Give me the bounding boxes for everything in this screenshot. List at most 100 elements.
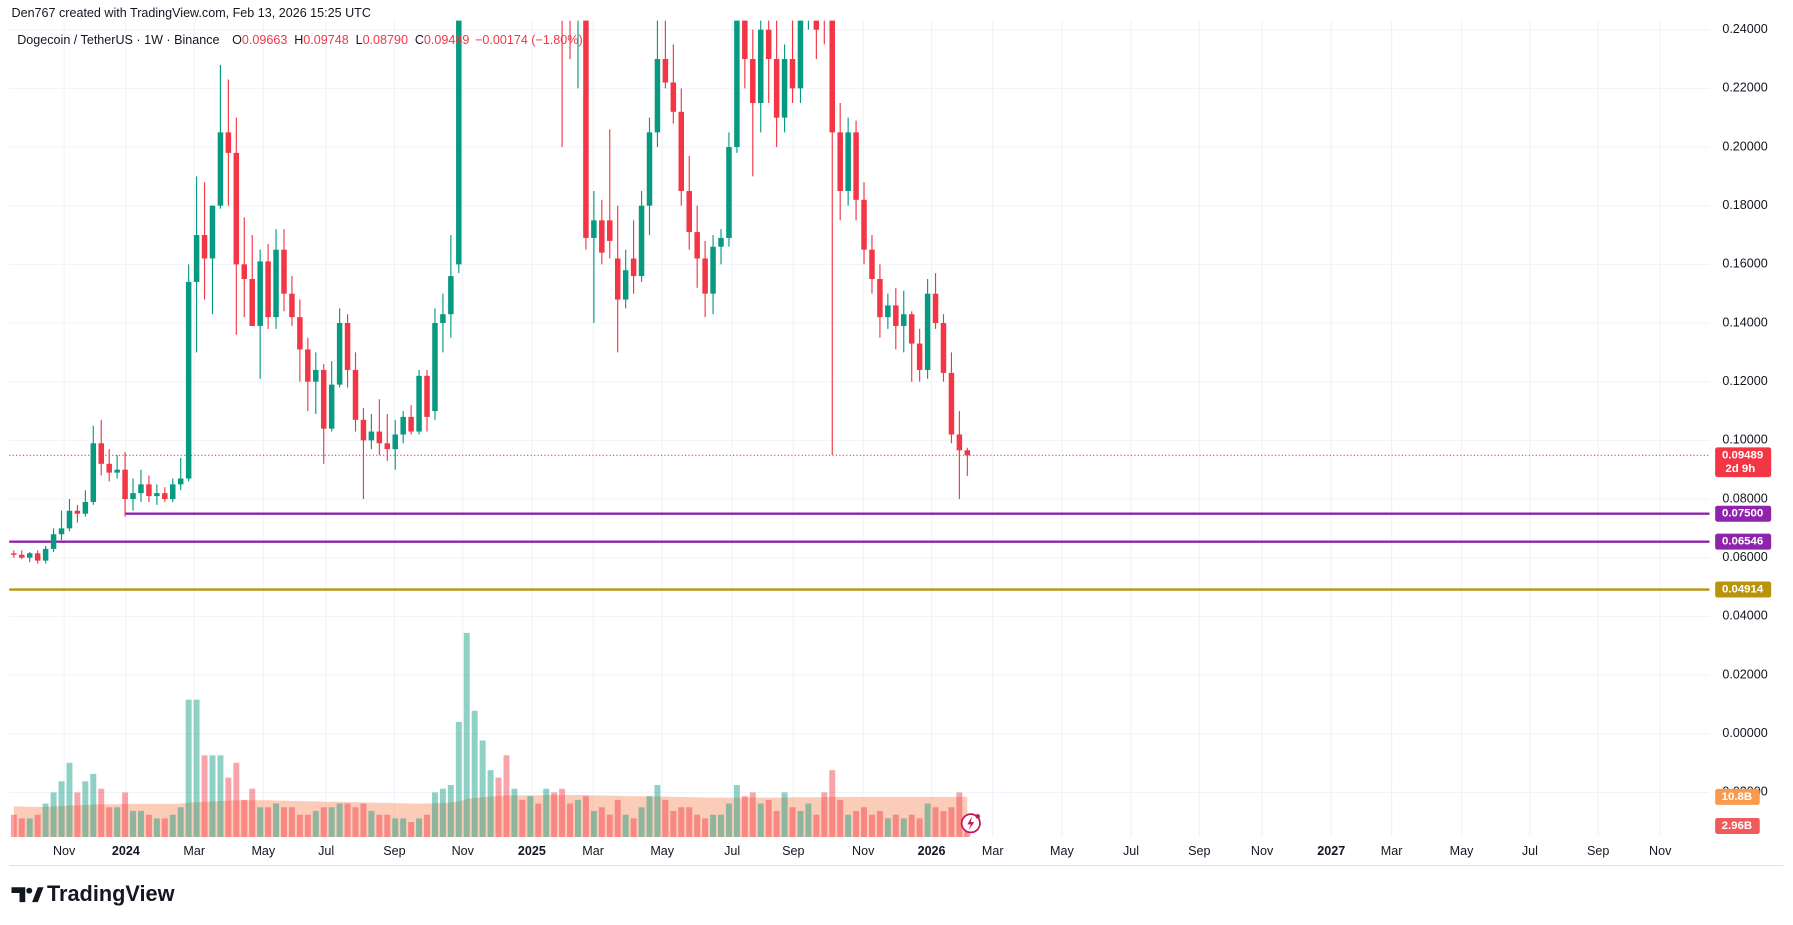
volume-bar [845,814,852,837]
y-tick-label: 0.04000 [1722,609,1767,623]
candle-body [861,199,867,250]
volume-bar [670,810,677,837]
candle-body [217,132,224,206]
volume-bar [58,781,65,837]
legend-value: 0.09489 [424,33,469,47]
volume-bar [503,755,510,837]
volume-bar [829,770,836,837]
legend-value: 0.09748 [303,33,348,47]
volume-bar [757,803,764,837]
candle-body [432,323,438,412]
price-badge [1715,447,1772,478]
lightning-icon [960,813,981,834]
icon-bolt [967,816,975,831]
candle-body [781,59,788,118]
candle-body [734,20,740,148]
volume-bar [805,803,812,837]
candle-body [607,220,613,241]
candle-body [360,419,367,441]
volume-bar [455,721,462,837]
candle-body [177,478,184,485]
candle-body [448,276,454,315]
volume-bar [749,792,756,837]
volume-badge-label: 10.8B [1722,791,1752,803]
candle-body [392,434,398,450]
volume-bar [225,777,232,837]
volume-bar [519,799,526,837]
volume-bar [575,799,581,837]
y-tick-label: 0.10000 [1722,433,1767,447]
volume-bar [876,810,883,837]
candle-body [122,469,128,500]
volume-bar [352,807,359,837]
candle-body [344,323,351,370]
x-tick-label: Sep [1587,844,1609,858]
x-tick-label: Jul [724,844,740,858]
candle-body [757,29,764,104]
volume-bar [869,814,875,837]
volume-bar [853,810,860,837]
candle-body [106,463,112,473]
legend-key: O [232,33,242,47]
volume-bar [98,788,105,837]
volume-bar [598,807,605,837]
volume-bar [900,818,907,837]
level-badge-label: 0.07500 [1722,508,1763,520]
candle-body [932,293,939,324]
volume-bar [733,785,740,837]
candle-body [74,510,81,514]
candle-body [599,220,605,253]
candle-body [956,434,963,451]
volume-bar [233,762,240,837]
candle-body [670,82,677,112]
volume-bar [42,803,49,837]
candle-body [225,132,232,153]
level-badge [1715,533,1772,550]
volume-bar [797,810,804,837]
candle-body [170,484,176,500]
candle-body [622,270,629,300]
candle-body [837,132,843,192]
level-badge [1715,505,1772,522]
candle-body [146,484,152,497]
legend-symbol: Dogecoin / TetherUS · 1W · Binance [17,33,219,47]
x-tick-label: Mar [1381,844,1403,858]
candle-body [193,235,200,282]
candle-body [678,111,685,192]
volume-bar [130,810,136,837]
volume-bar [10,814,17,837]
candle-body [789,59,796,89]
candle-body [686,191,692,233]
volume-bar [535,803,542,837]
volume-bar [249,788,256,837]
volume-bar [559,788,566,837]
volume-bar [479,740,486,837]
volume-bar [193,699,200,837]
candle-body [646,132,653,206]
candle-body [416,375,422,432]
x-tick-label: Sep [383,844,405,858]
candle-body [662,59,669,83]
candle-body [305,349,311,382]
candle-body [845,132,851,192]
candle-body [456,20,462,265]
volume-bar [630,818,637,837]
logo: TradingView [11,881,175,906]
candle-body [66,510,73,529]
volume-bar [145,814,152,837]
candle-body [50,534,57,549]
volume-bar [137,810,144,837]
volume-bar [940,810,947,837]
logo-dot [26,887,33,894]
candle-body [273,249,279,318]
volume-bar [288,807,295,837]
candle-body [829,20,835,133]
x-tick-label: Sep [782,844,804,858]
x-tick-label: Nov [1649,844,1672,858]
volume-bar [582,796,589,837]
candle-body [201,235,208,259]
volume-bar [416,818,423,837]
candle-body [313,369,319,382]
volume-bar [241,799,248,837]
